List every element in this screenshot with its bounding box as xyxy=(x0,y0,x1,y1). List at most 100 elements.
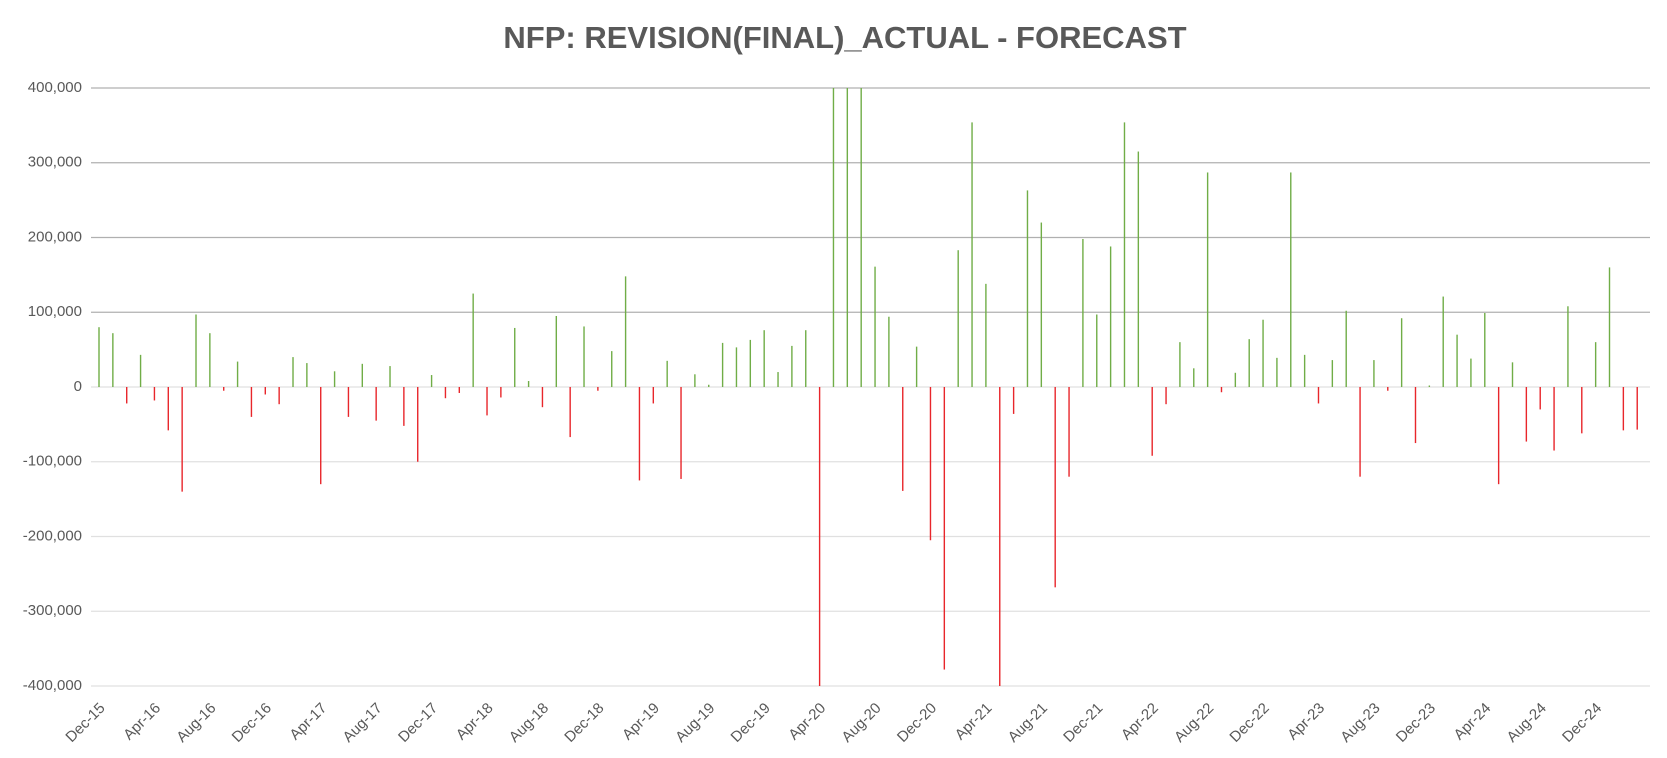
bar xyxy=(126,387,128,404)
x-tick-label: Dec-24 xyxy=(1559,700,1605,746)
bar xyxy=(999,387,1001,686)
bar xyxy=(112,333,114,387)
bar xyxy=(541,387,544,408)
bar xyxy=(361,363,363,387)
labels: -400,000 -300,000 -200,000 -100,000 0 100,000… xyxy=(23,79,1606,746)
bar xyxy=(652,387,655,404)
bar xyxy=(153,387,156,401)
bar xyxy=(555,315,558,387)
bar xyxy=(292,357,294,387)
x-tick-label: Dec-19 xyxy=(728,700,774,746)
y-tick-label: -400,000 xyxy=(23,677,82,694)
bar xyxy=(1165,387,1167,405)
bar xyxy=(735,347,738,387)
bar xyxy=(430,375,433,387)
bar xyxy=(624,276,627,387)
bar xyxy=(264,387,266,395)
x-tick-label: Dec-22 xyxy=(1226,700,1272,746)
x-tick-label: Aug-17 xyxy=(340,700,386,746)
bar xyxy=(708,384,710,387)
bar xyxy=(1400,318,1403,387)
x-tick-label: Apr-19 xyxy=(619,700,663,744)
x-tick-label: Apr-16 xyxy=(120,700,164,744)
bar xyxy=(1123,122,1126,387)
bar xyxy=(1622,387,1625,431)
bar xyxy=(223,387,225,391)
bar xyxy=(846,88,849,387)
bar xyxy=(666,360,668,387)
x-tick-label: Dec-18 xyxy=(561,700,607,746)
bar xyxy=(320,387,322,485)
x-tick-label: Dec-15 xyxy=(62,700,108,746)
bar xyxy=(1525,387,1528,442)
bar xyxy=(638,387,641,481)
bar xyxy=(236,361,239,387)
bar xyxy=(569,387,571,438)
bar xyxy=(139,354,142,387)
bar xyxy=(500,387,502,398)
bar xyxy=(417,387,419,462)
bar xyxy=(1040,222,1043,387)
bar xyxy=(1470,358,1472,387)
x-tick-label: Apr-20 xyxy=(785,700,829,744)
chart-title: NFP: REVISION(FINAL)_ACTUAL - FORECAST xyxy=(503,20,1186,55)
bar xyxy=(888,316,890,387)
x-tick-label: Apr-18 xyxy=(453,700,497,744)
bar xyxy=(680,387,682,479)
x-tick-label: Aug-18 xyxy=(506,700,552,746)
bar xyxy=(1248,339,1250,387)
bar xyxy=(763,330,765,387)
bar xyxy=(195,314,197,387)
bar xyxy=(611,351,613,387)
x-tick-label: Apr-22 xyxy=(1118,700,1162,744)
x-tick-label: Dec-20 xyxy=(894,700,940,746)
bar xyxy=(818,387,821,686)
bar xyxy=(514,327,516,387)
bar xyxy=(458,387,461,393)
x-tick-label: Aug-20 xyxy=(838,700,884,746)
bar xyxy=(1303,354,1306,387)
bar xyxy=(1193,368,1195,387)
bar xyxy=(1497,387,1500,485)
bar xyxy=(1276,357,1278,387)
bar xyxy=(777,372,779,387)
bar xyxy=(1262,319,1264,387)
bar xyxy=(1567,306,1569,387)
bar xyxy=(486,387,488,416)
bar xyxy=(1137,151,1140,387)
x-tick-label: Aug-16 xyxy=(173,700,219,746)
bar xyxy=(915,346,918,387)
bar xyxy=(209,333,211,387)
bar xyxy=(375,387,377,421)
bar xyxy=(791,345,793,387)
bar xyxy=(1414,387,1417,444)
bar xyxy=(1179,342,1181,387)
bar xyxy=(1373,360,1375,387)
bars xyxy=(98,88,1638,686)
bar xyxy=(902,387,904,491)
bar xyxy=(1387,387,1389,391)
bar xyxy=(403,387,405,426)
bar xyxy=(1012,387,1015,414)
bar xyxy=(181,387,183,492)
bar xyxy=(1317,387,1320,404)
bar xyxy=(1359,387,1361,477)
bar xyxy=(985,283,987,387)
x-tick-label: Aug-23 xyxy=(1337,700,1383,746)
x-tick-label: Dec-21 xyxy=(1060,700,1106,746)
bar xyxy=(1608,267,1611,387)
x-tick-label: Dec-17 xyxy=(395,700,441,746)
bar xyxy=(1054,387,1056,588)
bar xyxy=(389,366,391,387)
x-tick-label: Apr-17 xyxy=(286,700,330,744)
bar xyxy=(444,387,447,399)
bar xyxy=(527,381,530,387)
bar xyxy=(1484,312,1486,387)
y-tick-label: 300,000 xyxy=(28,154,82,171)
bar xyxy=(1553,387,1555,451)
bar xyxy=(860,88,862,387)
bar xyxy=(971,122,973,387)
bar xyxy=(929,387,932,541)
bar xyxy=(583,326,585,387)
